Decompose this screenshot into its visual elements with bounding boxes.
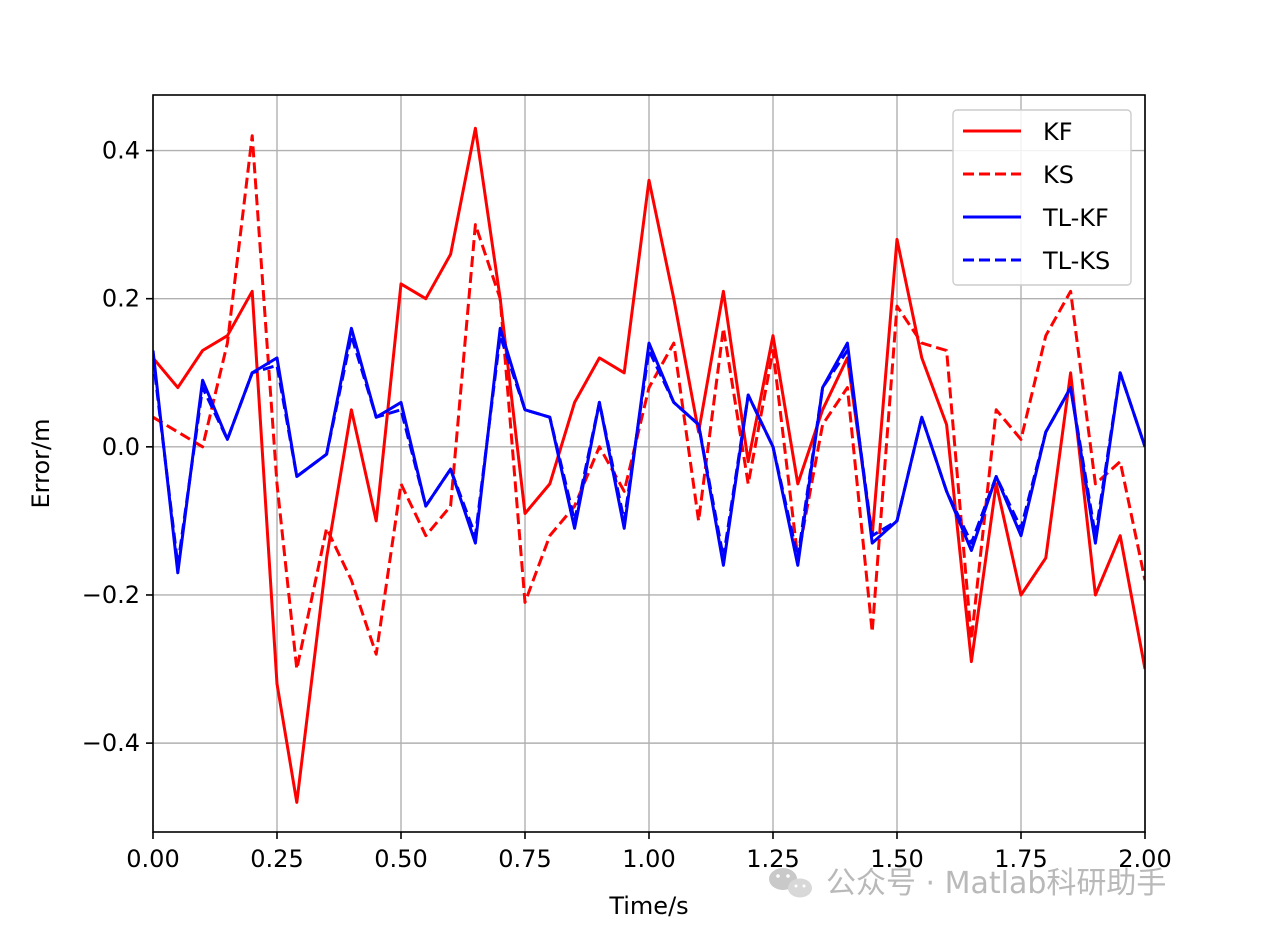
legend-label-kf: KF xyxy=(1043,118,1073,146)
y-axis-ticks: 0.4 0.2 0.0 −0.2 −0.4 xyxy=(82,137,153,757)
legend-box xyxy=(952,109,1132,286)
legend: KF KS TL-KF TL-KS xyxy=(952,109,1132,286)
x-tick-label: 0.00 xyxy=(126,845,179,873)
y-tick-label: 0.4 xyxy=(102,137,140,165)
series-line-tl-kf xyxy=(153,326,1145,575)
x-tick-label: 0.50 xyxy=(374,845,427,873)
legend-label-tl-kf: TL-KF xyxy=(1042,204,1109,232)
x-axis-label: Time/s xyxy=(608,892,688,920)
x-tick-label: 0.25 xyxy=(250,845,303,873)
series-line-ks xyxy=(153,134,1145,671)
series-line-kf xyxy=(153,126,1145,804)
x-tick-label: 1.25 xyxy=(746,845,799,873)
watermark-text: 公众号 · Matlab科研助手 xyxy=(826,866,1166,901)
legend-label-tl-ks: TL-KS xyxy=(1042,247,1110,275)
x-tick-label: 0.75 xyxy=(498,845,551,873)
plot-area xyxy=(153,126,1145,804)
y-tick-label: 0.0 xyxy=(102,433,140,461)
x-tick-label: 1.00 xyxy=(622,845,675,873)
y-tick-label: −0.2 xyxy=(82,581,140,609)
watermark: 公众号 · Matlab科研助手 xyxy=(769,866,1166,901)
series-layer xyxy=(153,126,1145,804)
x-tick-label: 1.75 xyxy=(994,845,1047,873)
x-tick-label: 2.00 xyxy=(1118,845,1171,873)
x-tick-label: 1.50 xyxy=(870,845,923,873)
legend-label-ks: KS xyxy=(1043,161,1074,189)
y-tick-label: −0.4 xyxy=(82,729,140,757)
wechat-icon xyxy=(769,868,812,898)
y-axis-label: Error/m xyxy=(27,419,55,509)
x-axis-ticks: 0.00 0.25 0.50 0.75 1.00 1.25 1.50 1.75 2.00 xyxy=(126,832,1172,873)
y-tick-label: 0.2 xyxy=(102,285,140,313)
